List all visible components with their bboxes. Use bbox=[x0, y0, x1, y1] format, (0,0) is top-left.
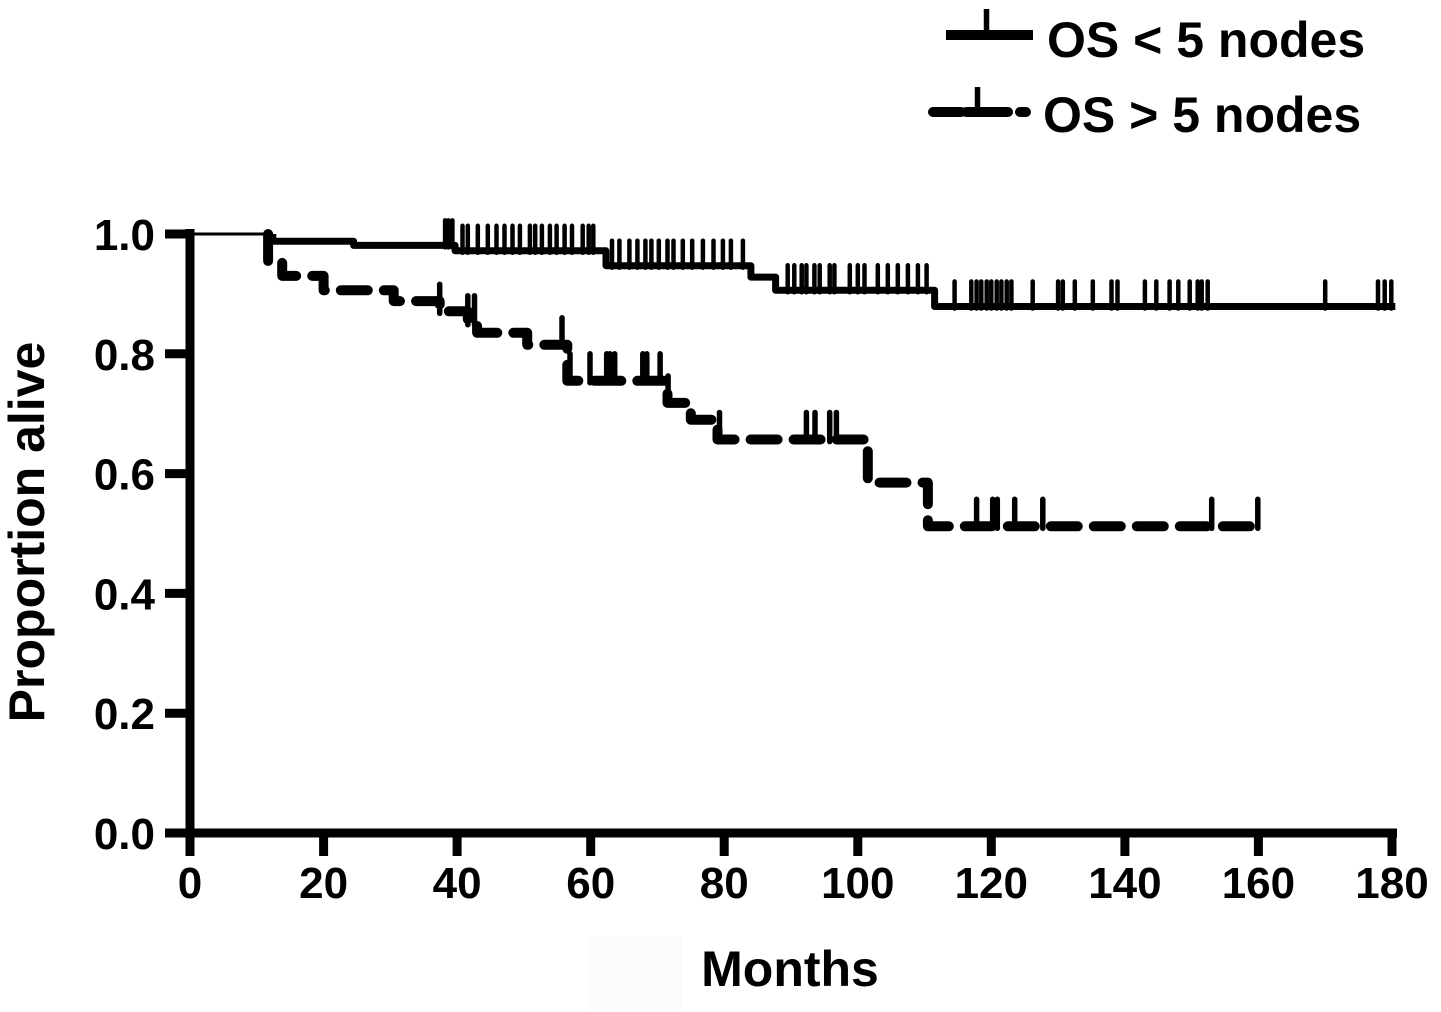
y-tick-label: 0.0 bbox=[94, 810, 155, 859]
x-tick-label: 40 bbox=[433, 859, 482, 908]
x-tick-label: 80 bbox=[700, 859, 749, 908]
y-axis-ticks: 1.0 0.8 0.6 0.4 0.2 0.0 bbox=[94, 211, 193, 859]
legend-label-os-lt-5: OS < 5 nodes bbox=[1047, 12, 1365, 68]
y-tick-label: 0.6 bbox=[94, 451, 155, 500]
scan-artifact bbox=[588, 936, 682, 1010]
x-tick-label: 60 bbox=[566, 859, 615, 908]
y-tick-label: 1.0 bbox=[94, 211, 155, 260]
y-axis-title: Proportion alive bbox=[0, 342, 55, 723]
y-tick-label: 0.4 bbox=[94, 570, 156, 619]
y-tick-label: 0.2 bbox=[94, 690, 155, 739]
x-tick-label: 20 bbox=[299, 859, 348, 908]
x-axis-ticks: 0 20 40 60 80 100 120 140 160 180 bbox=[178, 833, 1429, 908]
series-os-gt-5 bbox=[263, 229, 1267, 532]
x-tick-label: 100 bbox=[821, 859, 894, 908]
series-layer bbox=[190, 218, 1396, 532]
y-tick-label: 0.8 bbox=[94, 331, 155, 380]
x-tick-label: 0 bbox=[178, 859, 202, 908]
legend-item-os-gt-5: OS > 5 nodes bbox=[928, 87, 1361, 143]
survival-curve-solid bbox=[269, 234, 1396, 310]
survival-curve-dashed bbox=[263, 229, 1267, 532]
legend-item-os-lt-5: OS < 5 nodes bbox=[946, 9, 1365, 68]
x-tick-label: 180 bbox=[1355, 859, 1428, 908]
x-tick-label: 140 bbox=[1088, 859, 1161, 908]
series-os-lt-5 bbox=[190, 218, 1396, 311]
x-axis-title: Months bbox=[701, 941, 879, 997]
x-tick-label: 120 bbox=[955, 859, 1028, 908]
legend-label-os-gt-5: OS > 5 nodes bbox=[1043, 87, 1361, 143]
legend: OS < 5 nodes OS > 5 nodes bbox=[928, 9, 1365, 143]
x-tick-label: 160 bbox=[1222, 859, 1295, 908]
